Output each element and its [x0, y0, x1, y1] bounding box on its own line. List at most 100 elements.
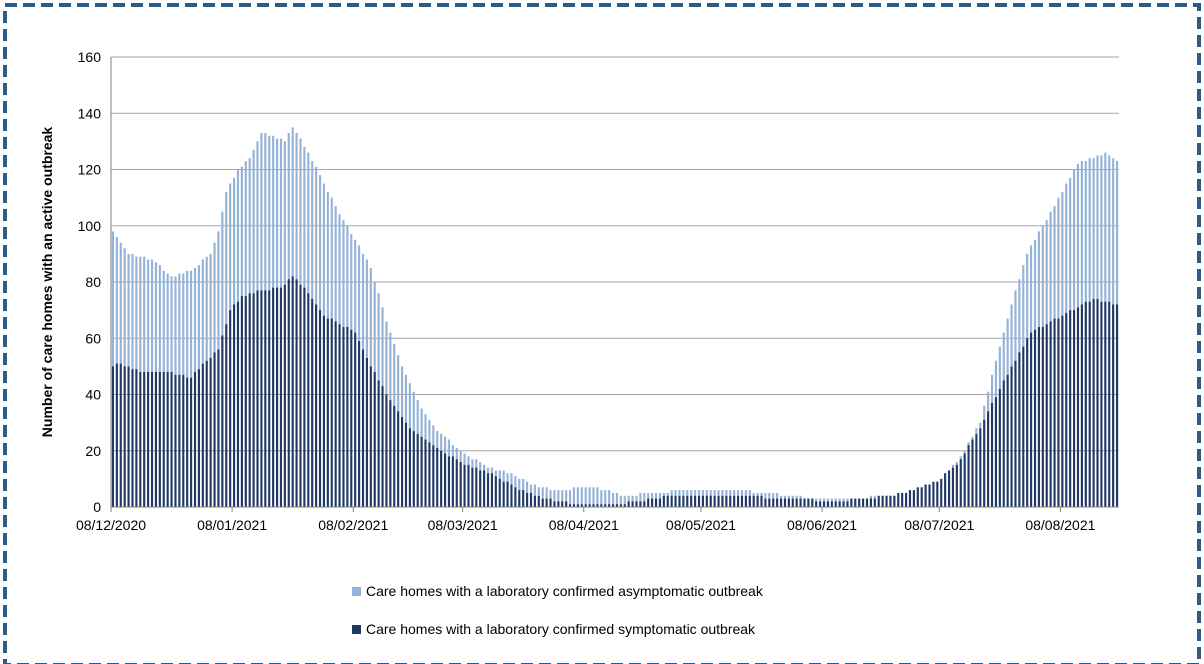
bar-asymptomatic — [713, 490, 716, 496]
bar-asymptomatic — [658, 492, 662, 499]
bar-symptomatic — [686, 495, 689, 507]
bar-asymptomatic — [311, 161, 314, 299]
bar-symptomatic — [510, 484, 513, 507]
bar-symptomatic — [147, 372, 150, 507]
bar-asymptomatic — [190, 270, 193, 378]
bar-symptomatic — [854, 498, 857, 507]
bar-symptomatic — [424, 439, 427, 507]
bar-symptomatic — [576, 504, 579, 507]
bar-asymptomatic — [963, 450, 966, 454]
bar-symptomatic — [701, 495, 704, 507]
bar-symptomatic — [190, 377, 193, 507]
bar-asymptomatic — [1037, 231, 1040, 327]
bar-asymptomatic — [795, 495, 798, 499]
bar-asymptomatic — [1030, 245, 1033, 333]
bar-symptomatic — [779, 498, 783, 507]
bar-asymptomatic — [776, 492, 779, 499]
x-tick-label: 08/04/2021 — [549, 517, 619, 533]
bar-symptomatic — [459, 462, 462, 507]
bar-asymptomatic — [377, 293, 380, 381]
bar-symptomatic — [670, 495, 673, 507]
bar-asymptomatic — [225, 192, 228, 325]
bar-asymptomatic — [268, 135, 271, 291]
x-tick-label: 08/05/2021 — [666, 517, 736, 533]
bar-symptomatic — [760, 495, 763, 507]
bar-asymptomatic — [518, 478, 521, 491]
bar-asymptomatic — [662, 492, 665, 496]
bar-asymptomatic — [502, 470, 505, 482]
bar-symptomatic — [1108, 301, 1111, 507]
bar-symptomatic — [186, 377, 189, 507]
bar-asymptomatic — [139, 256, 142, 372]
y-tick-label: 160 — [78, 49, 102, 65]
bar-symptomatic — [182, 374, 185, 507]
bar-symptomatic — [584, 504, 587, 507]
bar-symptomatic — [635, 501, 638, 507]
bar-symptomatic — [158, 372, 161, 507]
bar-symptomatic — [947, 470, 951, 507]
bar-asymptomatic — [971, 436, 974, 440]
bar-asymptomatic — [557, 490, 560, 502]
bar-symptomatic — [826, 501, 830, 507]
bar-asymptomatic — [580, 487, 583, 505]
bar-symptomatic — [483, 470, 486, 507]
bar-asymptomatic — [1033, 239, 1037, 330]
bar-symptomatic — [389, 400, 392, 507]
bar-symptomatic — [865, 498, 869, 507]
bar-symptomatic — [975, 433, 978, 507]
bar-symptomatic — [240, 296, 243, 507]
bar-asymptomatic — [393, 343, 396, 406]
x-tick-label: 08/06/2021 — [787, 517, 857, 533]
bar-symptomatic — [776, 498, 779, 507]
bar-symptomatic — [326, 318, 329, 507]
bar-symptomatic — [549, 498, 552, 507]
bar-asymptomatic — [373, 282, 376, 372]
bar-asymptomatic — [447, 439, 451, 457]
bar-asymptomatic — [631, 495, 634, 502]
bar-asymptomatic — [1072, 169, 1076, 311]
bar-symptomatic — [1072, 310, 1076, 507]
bar-asymptomatic — [1014, 290, 1017, 361]
bar-asymptomatic — [615, 492, 619, 505]
bar-asymptomatic — [545, 487, 548, 499]
bar-asymptomatic — [178, 273, 181, 375]
bar-asymptomatic — [229, 183, 232, 311]
legend-swatch-asymptomatic — [352, 586, 361, 596]
bar-asymptomatic — [475, 459, 478, 468]
bar-symptomatic — [897, 492, 900, 507]
bar-symptomatic — [940, 478, 943, 507]
bar-symptomatic — [369, 366, 372, 507]
bar-asymptomatic — [186, 270, 189, 378]
bar-asymptomatic — [1049, 211, 1052, 322]
bar-symptomatic — [361, 349, 365, 507]
bar-symptomatic — [994, 397, 998, 507]
bar-symptomatic — [990, 402, 994, 507]
bar-symptomatic — [682, 495, 685, 507]
bar-symptomatic — [400, 417, 404, 507]
bar-symptomatic — [209, 357, 212, 507]
bar-asymptomatic — [1065, 183, 1068, 313]
bar-asymptomatic — [697, 490, 701, 496]
bar-asymptomatic — [381, 307, 384, 387]
bar-symptomatic — [295, 279, 298, 507]
bar-symptomatic — [518, 490, 521, 507]
bar-symptomatic — [229, 310, 232, 507]
bar-asymptomatic — [326, 192, 329, 319]
bar-symptomatic — [1076, 307, 1080, 507]
bar-symptomatic — [611, 504, 615, 507]
bar-asymptomatic — [678, 490, 681, 496]
bar-symptomatic — [244, 296, 247, 507]
bar-asymptomatic — [533, 484, 536, 496]
bar-asymptomatic — [1108, 155, 1111, 302]
bar-symptomatic — [311, 298, 314, 507]
bar-symptomatic — [822, 501, 826, 507]
bar-symptomatic — [315, 304, 318, 507]
bar-symptomatic — [862, 498, 865, 507]
bar-symptomatic — [428, 442, 431, 507]
bar-asymptomatic — [385, 321, 388, 395]
bar-symptomatic — [529, 492, 533, 507]
bar-symptomatic — [1026, 338, 1029, 507]
bar-symptomatic — [885, 495, 888, 507]
bar-symptomatic — [736, 495, 740, 507]
